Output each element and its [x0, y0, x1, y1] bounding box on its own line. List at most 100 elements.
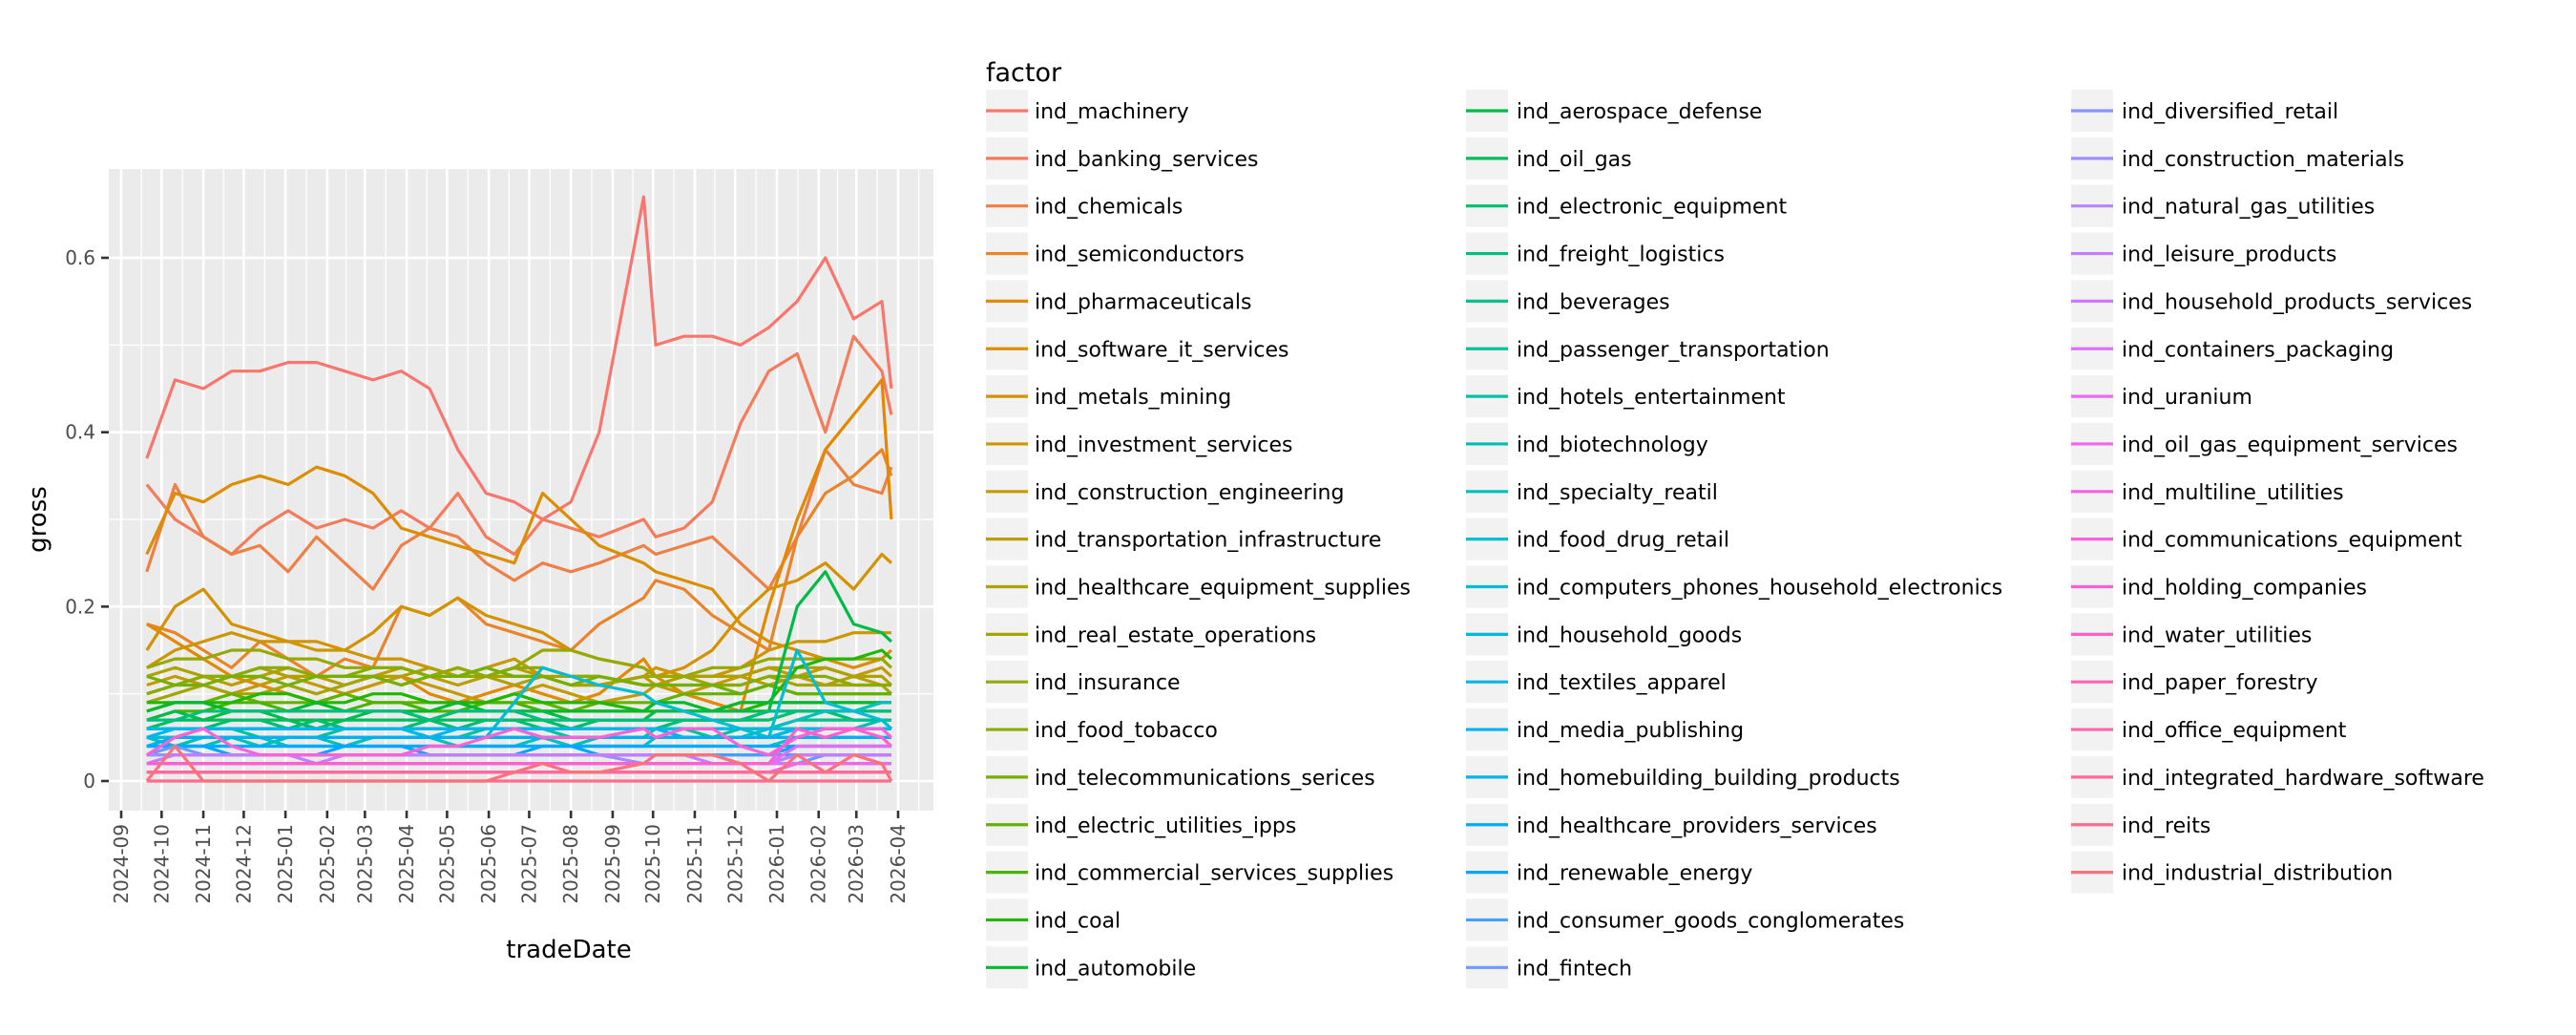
legend-label: ind_multiline_utilities — [2122, 481, 2344, 505]
legend-label: ind_construction_materials — [2122, 148, 2404, 172]
legend-label: ind_commercial_services_supplies — [1035, 862, 1393, 886]
legend-label: ind_insurance — [1035, 671, 1181, 695]
legend-title: factor — [986, 58, 1062, 88]
legend-item: ind_real_estate_operations — [986, 613, 1316, 656]
x-tick-label: 2025-10 — [641, 824, 664, 904]
legend-item: ind_leisure_products — [2071, 232, 2336, 275]
x-tick-label: 2024-09 — [110, 824, 133, 904]
legend-item: ind_food_drug_retail — [1466, 518, 1729, 560]
x-tick-label: 2024-12 — [232, 824, 255, 904]
legend-label: ind_hotels_entertainment — [1517, 386, 1786, 410]
x-tick-label: 2025-11 — [683, 824, 706, 904]
x-tick-label: 2025-09 — [601, 824, 624, 904]
legend-item: ind_homebuilding_building_products — [1466, 755, 1900, 798]
x-tick-label: 2024-10 — [150, 824, 173, 904]
legend-item: ind_construction_materials — [2071, 137, 2404, 180]
legend-item: ind_food_tobacco — [986, 708, 1218, 751]
legend-label: ind_food_drug_retail — [1517, 529, 1729, 553]
legend-item: ind_multiline_utilities — [2071, 470, 2344, 513]
legend-item: ind_computers_phones_household_electroni… — [1466, 565, 2002, 608]
x-axis: 2024-09 2024-10 2024-11 2024-12 2025-01 2025-… — [110, 811, 910, 904]
legend-label: ind_healthcare_providers_services — [1517, 814, 1877, 838]
y-tick-label: 0 — [83, 770, 95, 792]
legend-item: ind_machinery — [986, 90, 1189, 132]
legend-label: ind_fintech — [1517, 957, 1632, 981]
legend-item: ind_electronic_equipment — [1466, 184, 1788, 227]
legend-label: ind_renewable_energy — [1517, 862, 1752, 886]
series-lines — [145, 195, 893, 783]
legend-item: ind_diversified_retail — [2071, 90, 2338, 132]
x-tick-label: 2026-02 — [807, 824, 830, 904]
legend-item: ind_oil_gas — [1466, 137, 1632, 180]
legend-label: ind_holding_companies — [2122, 577, 2367, 601]
legend-label: ind_chemicals — [1035, 196, 1183, 220]
legend-item: ind_specialty_reatil — [1466, 470, 1718, 513]
legend-label: ind_passenger_transportation — [1517, 338, 1830, 362]
legend-item: ind_semiconductors — [986, 232, 1245, 275]
legend-item: ind_chemicals — [986, 184, 1183, 227]
legend-item: ind_household_goods — [1466, 613, 1742, 656]
legend-label: ind_investment_services — [1035, 433, 1293, 457]
series-line-ind_coal — [146, 648, 892, 713]
legend-item: ind_software_it_services — [986, 327, 1289, 370]
series-line-ind_aerospace_defense — [146, 570, 892, 722]
legend-item: ind_holding_companies — [2071, 565, 2367, 608]
legend-label: ind_specialty_reatil — [1517, 481, 1718, 505]
legend-item: ind_household_products_services — [2071, 280, 2472, 323]
legend-item: ind_uranium — [2071, 375, 2252, 418]
legend-label: ind_containers_packaging — [2122, 338, 2394, 362]
legend-label: ind_transportation_infrastructure — [1035, 529, 1381, 553]
series-line-ind_freight_logistics — [146, 709, 891, 722]
legend-item: ind_containers_packaging — [2071, 327, 2394, 370]
x-tick-label: 2025-02 — [316, 824, 339, 904]
legend-label: ind_food_tobacco — [1035, 719, 1218, 743]
legend-label: ind_electric_utilities_ipps — [1035, 814, 1296, 838]
legend-label: ind_aerospace_defense — [1517, 100, 1762, 124]
legend-label: ind_textiles_apparel — [1517, 671, 1727, 695]
legend-label: ind_oil_gas_equipment_services — [2122, 433, 2458, 457]
legend-label: ind_electronic_equipment — [1517, 196, 1788, 220]
legend-label: ind_industrial_distribution — [2122, 862, 2393, 886]
legend-label: ind_household_products_services — [2122, 290, 2472, 314]
legend-label: ind_uranium — [2122, 386, 2252, 410]
legend-item: ind_consumer_goods_conglomerates — [1466, 898, 1904, 941]
series-line-ind_machinery — [145, 195, 893, 521]
series-line-ind_food_tobacco — [146, 665, 891, 696]
y-tick-label: 0.6 — [65, 246, 95, 269]
series-line-ind_healthcare_equipment_supplies — [146, 665, 892, 687]
legend-item: ind_transportation_infrastructure — [986, 518, 1381, 560]
x-axis-title: tradeDate — [506, 936, 631, 964]
legend-item: ind_investment_services — [986, 422, 1293, 465]
legend-label: ind_freight_logistics — [1517, 243, 1725, 267]
legend: ind_machinery ind_banking_services ind_che… — [986, 90, 2484, 989]
legend-item: ind_paper_forestry — [2071, 661, 2317, 704]
legend-item: ind_freight_logistics — [1466, 232, 1725, 275]
legend-label: ind_computers_phones_household_electroni… — [1517, 577, 2002, 601]
x-tick-label: 2025-04 — [395, 824, 418, 904]
legend-label: ind_real_estate_operations — [1035, 623, 1316, 647]
legend-item: ind_natural_gas_utilities — [2071, 184, 2375, 227]
series-line-ind_industrial_distribution — [145, 744, 893, 783]
legend-item: ind_automobile — [986, 946, 1196, 989]
x-tick-label: 2026-04 — [887, 824, 910, 904]
legend-item: ind_renewable_energy — [1466, 851, 1752, 894]
series-line-ind_holding_companies — [146, 727, 892, 766]
legend-label: ind_office_equipment — [2122, 719, 2347, 743]
legend-label: ind_media_publishing — [1517, 719, 1744, 743]
x-tick-label: 2025-06 — [477, 824, 500, 904]
legend-item: ind_coal — [986, 898, 1120, 941]
series-line-ind_metals_mining — [145, 552, 892, 679]
legend-item: ind_telecommunications_serices — [986, 755, 1375, 798]
legend-label: ind_leisure_products — [2122, 243, 2336, 267]
legend-item: ind_banking_services — [986, 137, 1258, 180]
legend-label: ind_oil_gas — [1517, 148, 1632, 172]
series-line-ind_semiconductors — [146, 448, 893, 679]
legend-label: ind_homebuilding_building_products — [1517, 767, 1900, 791]
x-tick-label: 2026-03 — [845, 824, 868, 904]
legend-item: ind_water_utilities — [2071, 613, 2312, 656]
legend-item: ind_biotechnology — [1466, 422, 1708, 465]
legend-label: ind_pharmaceuticals — [1035, 290, 1251, 314]
legend-label: ind_communications_equipment — [2122, 529, 2462, 553]
legend-item: ind_office_equipment — [2071, 708, 2347, 751]
legend-label: ind_biotechnology — [1517, 433, 1708, 457]
